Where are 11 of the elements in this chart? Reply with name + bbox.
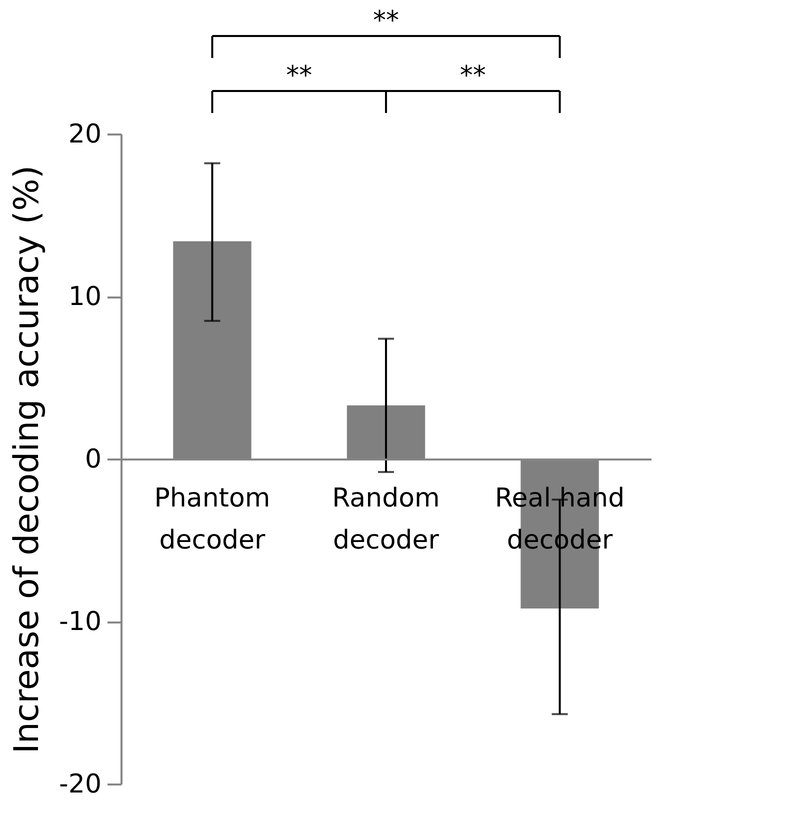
text: **	[286, 61, 312, 91]
y-tick-label: -20	[59, 770, 102, 800]
y-tick-label: 10	[68, 282, 102, 312]
x-tick-label: Random decoder	[332, 484, 440, 556]
y-axis-title: Increase of decoding accuracy (%)	[7, 165, 48, 754]
text: **	[373, 6, 399, 36]
y-tick-label: -10	[59, 607, 102, 637]
y-tick-label: 0	[84, 444, 102, 474]
text: **	[460, 61, 486, 91]
x-tick-label: Phantom decoder	[154, 484, 270, 556]
y-tick-label: 20	[68, 120, 102, 150]
